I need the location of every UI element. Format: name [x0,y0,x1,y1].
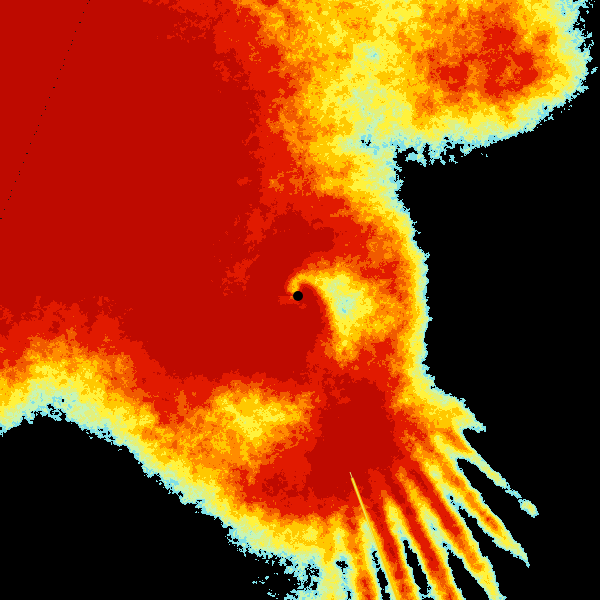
radar-display: radar-reflectivity-sweep [0,0,600,600]
radar-reflectivity-canvas [0,0,600,600]
